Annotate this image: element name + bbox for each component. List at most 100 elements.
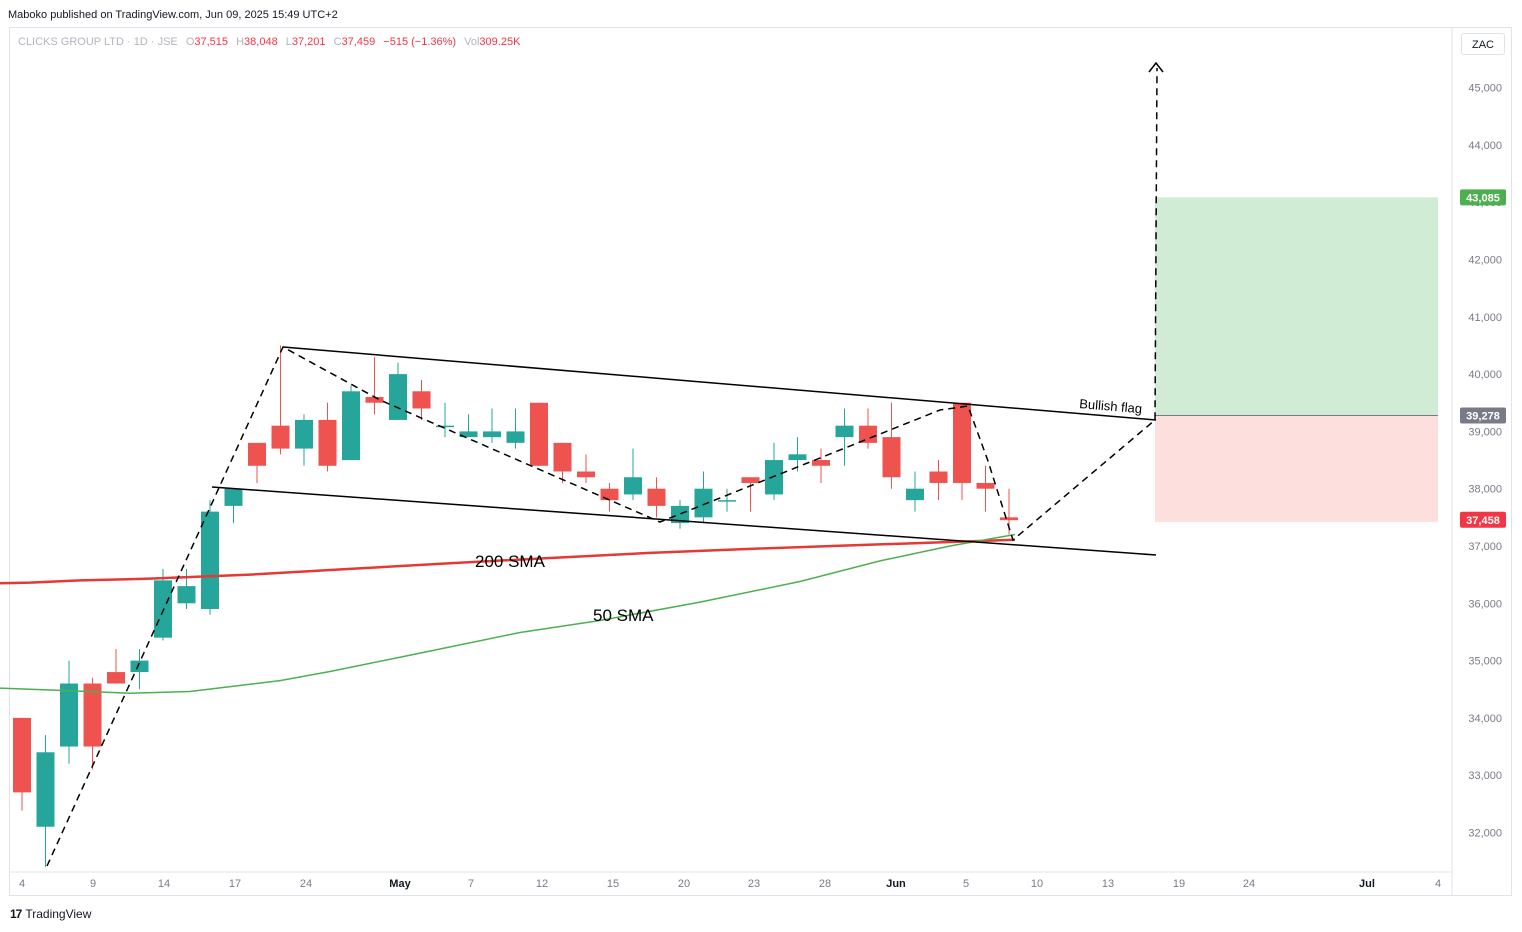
candle-body	[506, 431, 525, 443]
projection-path	[46, 67, 1158, 867]
y-tick-label: 32,000	[1468, 828, 1502, 840]
x-tick-label: 5	[963, 878, 969, 890]
x-tick-label: 17	[229, 878, 241, 890]
y-tick-label: 37,000	[1468, 541, 1502, 553]
symbol-label[interactable]: CLICKS GROUP LTD · 1D · JSE	[18, 36, 178, 48]
x-tick-label: 15	[607, 878, 619, 890]
candle	[248, 442, 266, 483]
y-tick-label: 44,000	[1468, 140, 1502, 152]
candle-body	[553, 442, 572, 472]
flag-upper-line	[282, 346, 1157, 421]
chart-frame	[9, 27, 1512, 896]
candle	[389, 362, 407, 420]
candle	[694, 471, 713, 524]
last-price-badge: 37,458	[1466, 515, 1500, 527]
x-tick-label: 28	[819, 878, 831, 890]
candle-body	[953, 402, 971, 483]
candle	[506, 408, 525, 449]
candle	[412, 379, 431, 420]
candle-body	[459, 431, 478, 438]
candle	[741, 477, 760, 512]
candle-body	[318, 419, 337, 466]
entry-price-badge-bg	[1460, 407, 1506, 424]
y-tick-label: 40,000	[1468, 369, 1502, 381]
candle-body	[107, 672, 125, 684]
candle-body	[600, 488, 619, 501]
candle	[671, 500, 689, 529]
y-tick-label: 41,000	[1468, 312, 1502, 324]
candle-body	[36, 752, 55, 827]
candle	[812, 448, 830, 483]
candle	[788, 437, 807, 472]
target-price-badge: 43,085	[1466, 192, 1500, 204]
candle	[459, 414, 478, 438]
candle-body	[694, 488, 713, 518]
open-value: 37,515	[194, 36, 229, 48]
y-tick-label: 38,000	[1468, 484, 1502, 496]
candle	[177, 568, 196, 610]
currency-button[interactable]: ZAC	[1461, 33, 1505, 55]
high-value: 38,048	[244, 36, 278, 48]
candle	[365, 356, 384, 415]
x-tick-label: 13	[1102, 878, 1114, 890]
candle-body	[177, 586, 196, 604]
x-tick-label: Jun	[886, 878, 906, 890]
y-tick-label: 42,000	[1468, 255, 1502, 267]
x-tick-label: 4	[1435, 878, 1441, 890]
candle	[154, 568, 172, 641]
x-tick-label: 10	[1031, 878, 1043, 890]
candle	[976, 465, 995, 512]
candle	[13, 717, 31, 811]
high-key: H	[236, 36, 245, 48]
y-tick-label: 39,000	[1468, 426, 1502, 438]
candle	[130, 649, 149, 690]
candle	[906, 471, 924, 512]
candle	[953, 402, 971, 501]
candle-body	[859, 425, 877, 443]
candle-body	[530, 402, 548, 466]
y-tick-label: 33,000	[1468, 770, 1502, 782]
candle	[271, 345, 290, 455]
candle-body	[389, 374, 407, 420]
change-value: −515 (−1.36%)	[383, 36, 457, 48]
x-tick-label: 19	[1173, 878, 1185, 890]
candle	[83, 677, 102, 770]
close-key: C	[333, 36, 342, 48]
candle-body	[976, 482, 995, 489]
candle-body	[224, 488, 243, 506]
candle-body	[365, 397, 384, 403]
candle	[530, 402, 548, 466]
candle-body	[60, 683, 78, 747]
open-key: O	[185, 36, 195, 48]
y-tick-label: 35,000	[1468, 656, 1502, 668]
candle	[201, 500, 219, 615]
candle	[483, 408, 501, 443]
candle-body	[577, 471, 595, 478]
x-tick-label: 24	[300, 878, 312, 890]
target-zone	[1155, 197, 1438, 416]
candle	[577, 454, 595, 483]
x-tick-label: 4	[19, 878, 25, 890]
ohlc-legend: CLICKS GROUP LTD · 1D · JSE O37,515 H38,…	[18, 36, 525, 48]
tradingview-brand[interactable]: 17 TradingView	[10, 907, 91, 921]
candle-body	[130, 660, 149, 673]
candle-body	[882, 437, 901, 478]
candle	[647, 477, 666, 518]
candle-body	[741, 477, 760, 483]
candle	[36, 735, 55, 867]
bullish-flag-label: Bullish flag	[1079, 396, 1143, 416]
candle-body	[671, 505, 689, 524]
candle-body	[906, 488, 924, 501]
candle	[929, 460, 948, 501]
candle	[765, 442, 783, 501]
low-value: 37,201	[291, 36, 326, 48]
stop-zone	[1155, 415, 1438, 522]
candle-body	[788, 454, 807, 461]
sma200-label: 200 SMA	[475, 552, 546, 571]
candle	[859, 408, 877, 449]
candle-body	[436, 425, 454, 428]
candle	[600, 482, 619, 512]
x-tick-label: 9	[90, 878, 96, 890]
candle	[224, 488, 243, 524]
